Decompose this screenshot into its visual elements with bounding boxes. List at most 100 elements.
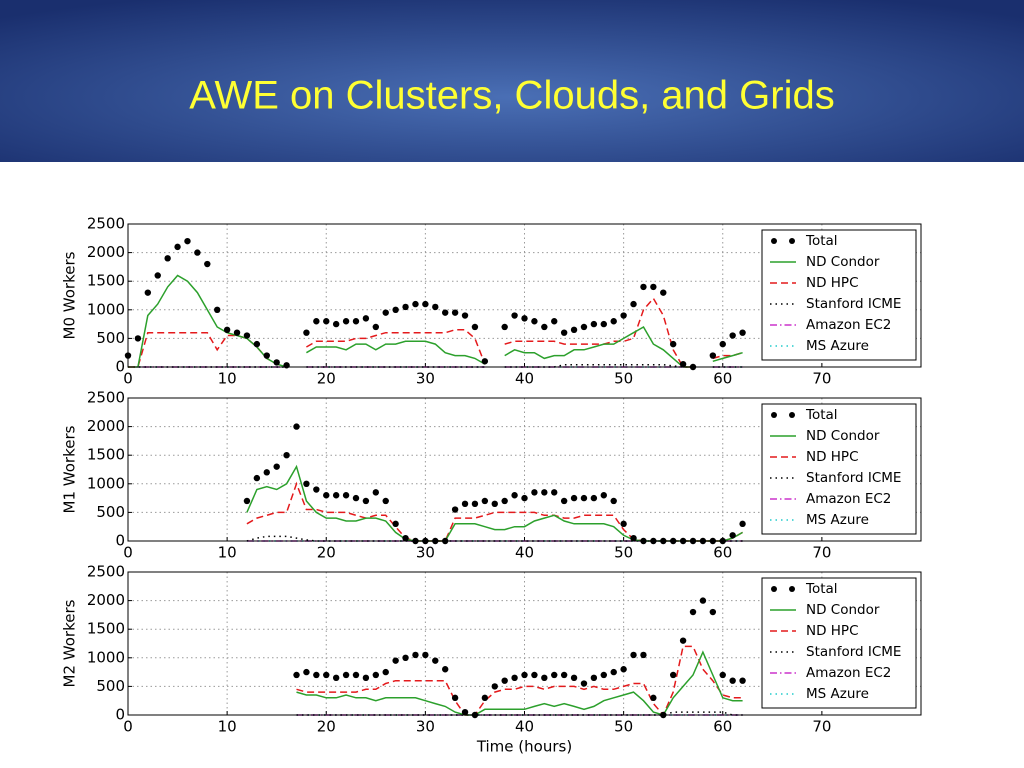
x-tick-label: 60 [713, 544, 732, 562]
legend-label: Amazon EC2 [806, 665, 891, 681]
legend-box [761, 403, 917, 535]
legend-marker [789, 238, 795, 244]
data-point [164, 255, 171, 262]
data-point [729, 332, 736, 339]
legend-label: Total [805, 407, 838, 423]
data-point [392, 520, 399, 528]
y-tick-label: 2500 [87, 563, 125, 581]
data-point [352, 318, 360, 325]
legend-label: ND HPC [806, 275, 859, 291]
data-point [154, 272, 161, 279]
data-point [739, 520, 746, 528]
legend: Total ND Condor ND HPC Stanford ICME Amazon … [761, 577, 917, 709]
data-point [531, 489, 538, 496]
data-point [551, 671, 558, 679]
data-point [501, 677, 508, 684]
x-tick-label: 60 [713, 718, 732, 736]
data-point [620, 666, 627, 673]
data-point [640, 283, 647, 291]
legend-box [761, 229, 917, 361]
data-point [739, 329, 746, 336]
data-point [382, 309, 389, 316]
data-point [511, 492, 518, 499]
data-point [739, 677, 746, 684]
legend-label: ND Condor [806, 254, 880, 270]
data-point [332, 492, 340, 499]
data-point [679, 360, 687, 368]
data-point [352, 671, 360, 679]
x-tick-label: 20 [317, 544, 336, 562]
plot-frame [127, 223, 922, 368]
data-point [174, 243, 181, 251]
data-point [600, 492, 607, 499]
y-tick-label: 500 [96, 329, 125, 347]
data-point [491, 500, 498, 508]
data-point [412, 651, 419, 659]
legend-label: Total [805, 233, 838, 249]
data-point [630, 534, 637, 542]
x-tick-label: 20 [317, 718, 336, 736]
data-point [263, 352, 270, 359]
data-point [273, 463, 280, 470]
slide-title: AWE on Clusters, Clouds, and Grids [189, 74, 834, 118]
y-tick-label: 2500 [87, 389, 125, 407]
data-point [610, 318, 617, 325]
x-tick-label: 70 [812, 370, 831, 388]
y-tick-label: 500 [96, 677, 125, 695]
data-point [362, 315, 370, 322]
data-point [729, 677, 736, 684]
series-line [128, 274, 287, 368]
data-point [451, 309, 459, 316]
data-point [134, 335, 142, 342]
data-point [303, 668, 310, 676]
y-tick-label: 1500 [87, 272, 125, 290]
data-point [144, 289, 152, 296]
data-point [620, 520, 627, 528]
data-point [412, 300, 419, 308]
data-point [600, 671, 607, 679]
data-point [719, 671, 726, 679]
data-point [303, 329, 310, 336]
legend-label: Amazon EC2 [806, 491, 891, 507]
legend-label: ND HPC [806, 449, 859, 465]
data-point [352, 494, 360, 502]
x-tick-label: 40 [515, 370, 534, 388]
data-point [194, 249, 201, 256]
data-point [689, 608, 697, 616]
y-tick-label: 1500 [87, 446, 125, 464]
data-point [551, 318, 558, 325]
y-tick-label: 2000 [87, 417, 125, 435]
data-point [590, 320, 598, 328]
y-tick-label: 0 [115, 358, 125, 376]
data-point [432, 657, 439, 664]
data-point [551, 489, 558, 496]
y-tick-label: 2000 [87, 243, 125, 261]
data-point [313, 671, 320, 679]
data-point [660, 289, 667, 296]
legend-box [761, 577, 917, 709]
data-point [243, 332, 251, 339]
data-point [263, 469, 270, 476]
data-point [580, 323, 588, 331]
data-point [461, 312, 469, 319]
data-point [362, 674, 370, 682]
legend-label: ND Condor [806, 602, 880, 618]
series-line [504, 325, 693, 368]
legend: Total ND Condor ND HPC Stanford ICME Amazon … [761, 403, 917, 535]
x-tick-label: 30 [416, 718, 435, 736]
data-point [531, 318, 538, 325]
data-point [471, 500, 479, 508]
data-point [382, 497, 389, 505]
legend-label: Stanford ICME [806, 296, 901, 312]
x-tick-label: 40 [515, 544, 534, 562]
x-tick-label: 70 [812, 718, 831, 736]
legend-label: MS Azure [806, 512, 869, 528]
header-band [0, 0, 1024, 162]
x-axis-label: Time (hours) [476, 738, 572, 756]
plot-frame [127, 571, 922, 716]
data-point [293, 671, 300, 679]
data-point [650, 283, 657, 291]
data-point [481, 358, 489, 365]
x-tick-label: 60 [713, 370, 732, 388]
